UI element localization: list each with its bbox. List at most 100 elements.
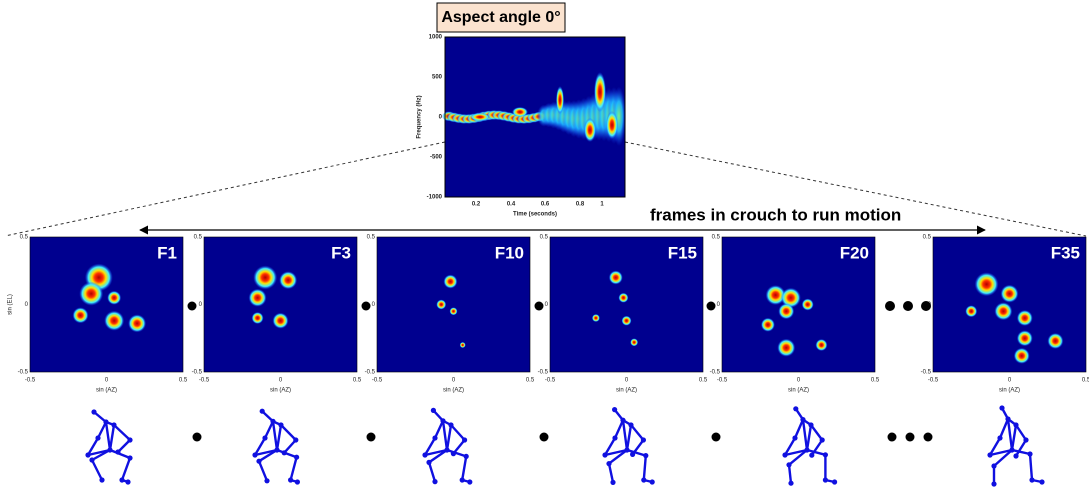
skeleton-joint	[274, 447, 280, 453]
dot	[192, 432, 202, 442]
skeleton-joint	[786, 462, 792, 468]
scatter-blob	[621, 315, 632, 326]
skeleton-bone	[1011, 448, 1031, 456]
skeleton-bone	[625, 424, 633, 451]
y-tick-label: 0	[199, 302, 203, 308]
scatter-blob	[1013, 347, 1030, 364]
skeleton-bone	[257, 460, 269, 482]
x-tick-label: -0.5	[717, 378, 728, 384]
skeleton-joint	[85, 452, 91, 458]
frame-label: F1	[157, 243, 177, 262]
skeleton-joint	[999, 405, 1005, 411]
skeleton-bone	[445, 424, 453, 451]
y-tick-label: 0.5	[20, 235, 29, 241]
skeleton-joint	[1013, 422, 1019, 428]
dot	[885, 301, 895, 311]
skeleton-bone	[450, 424, 466, 441]
frame-plot	[722, 237, 875, 372]
skeleton-joint	[422, 452, 428, 458]
x-tick-label: 0.5	[526, 378, 535, 384]
skeleton-bone	[1006, 418, 1014, 451]
scatter-blob	[618, 292, 629, 303]
skeleton-bone	[87, 448, 111, 457]
spectrum-blob	[556, 86, 564, 114]
x-axis-label: sin (AZ)	[616, 388, 637, 394]
skeleton-bone	[613, 419, 625, 439]
y-tick-label: -1000	[427, 195, 443, 201]
x-tick-label: 0	[279, 378, 283, 384]
skeleton-bone	[108, 424, 116, 451]
y-tick-label: 0	[372, 302, 376, 308]
dot	[921, 301, 931, 311]
skeleton-bone	[117, 439, 131, 453]
skeleton-joint	[822, 452, 829, 458]
skeleton-joint	[649, 479, 655, 485]
scatter-blob	[436, 299, 447, 310]
y-tick-label: -0.5	[365, 370, 376, 376]
spectrogram-frame	[444, 36, 626, 198]
skeleton-joint	[1013, 453, 1019, 459]
skeleton-joint	[89, 457, 95, 463]
scatter-blob	[778, 303, 795, 320]
scatter-blob	[107, 290, 122, 305]
scatter-blob	[1016, 310, 1033, 326]
spectrum-blob	[470, 113, 490, 121]
spectrum-blob	[584, 118, 596, 142]
y-tick-label: 1000	[429, 35, 443, 41]
y-tick-label: 0.5	[712, 235, 721, 241]
dot	[903, 301, 913, 311]
skeleton-bone	[253, 437, 267, 456]
skeleton-joint	[270, 418, 276, 424]
skeleton-bone	[787, 464, 793, 484]
y-axis-label: Frequency (Hz)	[417, 95, 423, 138]
skeleton-joint	[467, 479, 473, 485]
skeleton-joint	[462, 437, 468, 443]
y-tick-label: 0.5	[540, 235, 549, 241]
skeleton-joint	[288, 477, 294, 483]
skeleton-joint	[430, 407, 436, 413]
skeleton-joint	[792, 435, 798, 441]
y-tick-label: 0.5	[367, 235, 376, 241]
skeleton-joint	[440, 418, 446, 424]
scatter-blob	[1047, 332, 1064, 349]
x-tick-label: 1	[600, 202, 604, 208]
skeleton-bone	[254, 448, 278, 457]
x-tick-label: 0.5	[353, 378, 362, 384]
y-tick-label: 0.5	[194, 235, 203, 241]
dot	[923, 432, 933, 442]
spectrum-blob	[594, 72, 606, 112]
x-tick-label: 0.8	[576, 202, 585, 208]
skeleton-bone	[626, 448, 647, 457]
y-tick-label: 500	[432, 75, 443, 81]
x-tick-label: -0.5	[545, 378, 556, 384]
dot	[366, 432, 376, 442]
scatter-blob	[994, 302, 1013, 321]
x-tick-label: 0.4	[507, 202, 516, 208]
skeleton-joint	[444, 447, 450, 453]
skeleton-joint	[991, 481, 997, 487]
skeleton-bone	[806, 448, 826, 456]
skeleton-joint	[125, 479, 131, 485]
x-tick-label: 0.5	[179, 378, 188, 384]
skeleton-bone	[289, 456, 298, 481]
scatter-blob	[760, 317, 775, 332]
skeleton-joint	[256, 458, 262, 464]
spectrum-blob	[606, 111, 618, 139]
scatter-blob	[72, 307, 89, 324]
frame-plot	[933, 237, 1086, 372]
skeleton-joint	[107, 447, 113, 453]
skeleton-bone	[427, 462, 437, 482]
skeleton-bone	[784, 448, 808, 457]
frame-border	[29, 236, 184, 373]
skeleton-joint	[640, 437, 647, 443]
skeleton-bone	[90, 459, 104, 481]
scatter-blob	[272, 312, 289, 329]
scatter-blob	[777, 338, 796, 357]
frame-label: F15	[668, 243, 697, 262]
skeleton-joint	[804, 447, 810, 453]
x-tick-label: 0.5	[871, 378, 880, 384]
skeleton-joint	[252, 452, 258, 458]
y-tick-label: 0	[545, 302, 549, 308]
skeleton-bone	[1014, 439, 1028, 457]
skeleton-bone	[428, 449, 448, 464]
